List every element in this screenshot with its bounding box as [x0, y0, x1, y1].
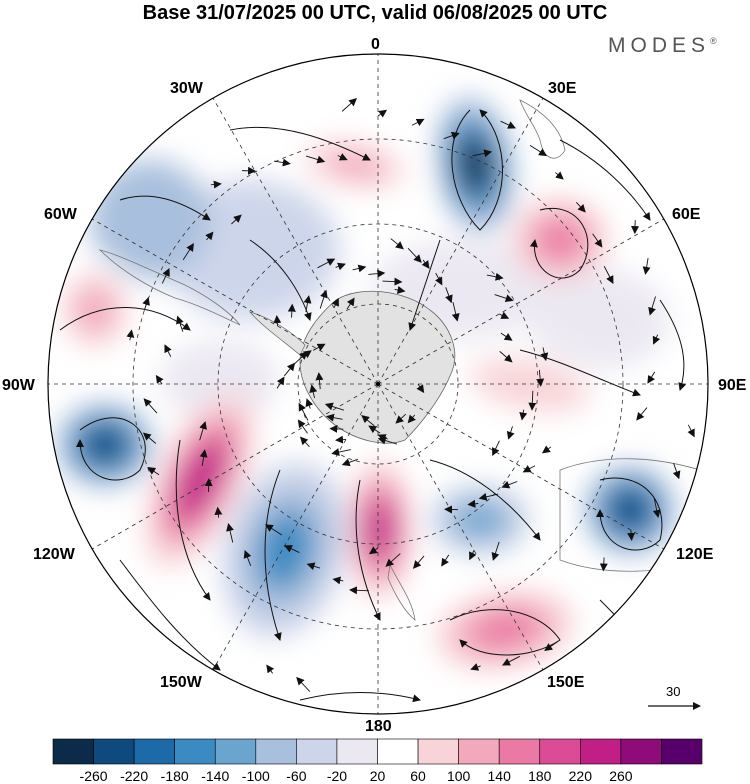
- lon-label-90e: 90E: [718, 377, 746, 395]
- colorbar-tick-label: -20: [327, 768, 347, 784]
- anomaly-pos-west-atlantic: [50, 258, 140, 362]
- colorbar-tick-label: -220: [120, 768, 148, 784]
- anomaly-pos-east-africa: [512, 198, 608, 282]
- colorbar-tick-label: -140: [201, 768, 229, 784]
- lon-label-30e: 30E: [548, 80, 576, 98]
- anomaly-pos-ross-sea: [348, 460, 412, 600]
- colorbar-swatch: [94, 739, 135, 764]
- colorbar-swatch: [621, 739, 662, 764]
- lon-label-90w: 90W: [2, 377, 35, 395]
- lon-label-30w: 30W: [170, 80, 203, 98]
- anomaly-neg-indian-ocean: [430, 485, 530, 555]
- colorbar-swatch: [418, 739, 459, 764]
- anomaly-neg-pacific-120w: [57, 403, 153, 487]
- anomaly-neg-australia-se: [585, 465, 675, 555]
- colorbar-swatch: [175, 739, 216, 764]
- colorbar-tick-label: 100: [447, 768, 470, 784]
- colorbar-tick-label: 20: [370, 768, 386, 784]
- lon-label-150e: 150E: [547, 674, 584, 692]
- colorbar-tick-label: -100: [242, 768, 270, 784]
- lon-label-60w: 60W: [44, 206, 77, 224]
- colorbar-swatch: [337, 739, 378, 764]
- colorbar: [53, 739, 702, 764]
- colorbar-tick-label: 220: [569, 768, 592, 784]
- colorbar-swatch: [378, 739, 419, 764]
- colorbar-tick-label: -180: [161, 768, 189, 784]
- colorbar-tick-label: 260: [609, 768, 632, 784]
- colorbar-swatch: [459, 739, 500, 764]
- colorbar-swatch: [661, 739, 702, 764]
- colorbar-swatch: [53, 739, 94, 764]
- colorbar-swatch: [134, 739, 175, 764]
- colorbar-tick-label: 180: [528, 768, 551, 784]
- lon-label-180: 180: [365, 718, 392, 736]
- colorbar-tick-label: -260: [80, 768, 108, 784]
- colorbar-tick-label: -60: [286, 768, 306, 784]
- colorbar-swatch: [215, 739, 256, 764]
- lon-label-0: 0: [371, 36, 380, 54]
- colorbar-swatch: [499, 739, 540, 764]
- lon-label-150w: 150W: [160, 674, 202, 692]
- lon-label-120e: 120E: [676, 546, 713, 564]
- colorbar-tick-label: 60: [410, 768, 426, 784]
- colorbar-swatch: [296, 739, 337, 764]
- colorbar-swatch: [580, 739, 621, 764]
- colorbar-swatch: [540, 739, 581, 764]
- colorbar-tick-label: 140: [488, 768, 511, 784]
- wind-reference-value: 30: [666, 684, 680, 699]
- lon-label-60e: 60E: [672, 206, 700, 224]
- colorbar-swatch: [256, 739, 297, 764]
- lon-label-120w: 120W: [33, 546, 75, 564]
